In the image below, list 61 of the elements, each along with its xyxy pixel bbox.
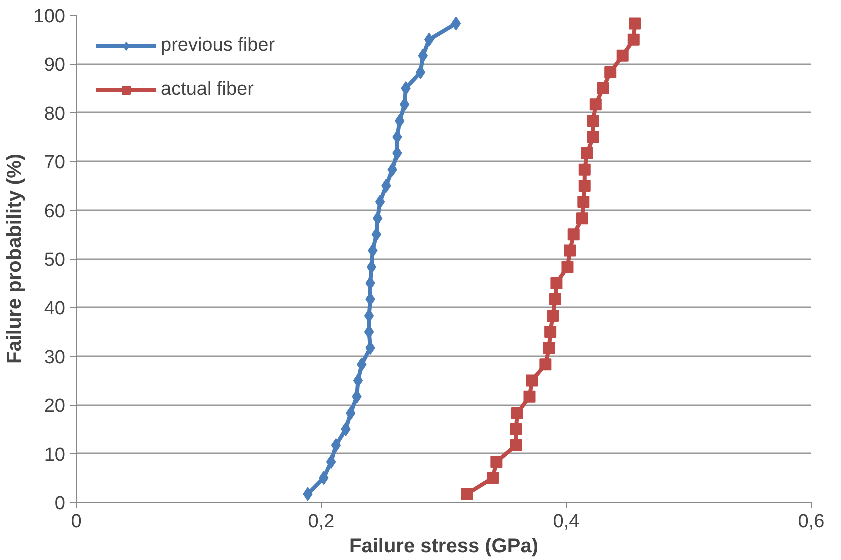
point: [326, 455, 336, 470]
point: [547, 310, 560, 322]
x-tick-label: 0: [71, 512, 82, 532]
point: [578, 196, 590, 208]
point: [364, 325, 374, 340]
y-tick-label: 40: [44, 298, 66, 320]
y-tick-label: 70: [44, 152, 66, 174]
point: [512, 407, 524, 420]
y-tick-label: 80: [44, 104, 66, 125]
x-tick-label: 0,6: [798, 512, 825, 532]
y-axis-title: Failure probability (%): [4, 154, 26, 364]
y-tick-label: 100: [34, 6, 66, 28]
point: [616, 50, 629, 62]
point: [564, 244, 576, 257]
x-tick-label: 0,4: [553, 512, 580, 532]
x-axis-title: Failure stress (GPa): [350, 536, 538, 558]
point: [628, 34, 640, 46]
legend-label: previous fiber: [161, 35, 276, 57]
y-tick-label: 30: [44, 347, 66, 368]
point: [461, 488, 474, 500]
point: [366, 260, 377, 274]
point: [544, 326, 557, 338]
point: [597, 82, 610, 95]
point: [578, 164, 591, 176]
point: [578, 180, 591, 192]
point: [490, 456, 503, 468]
point: [400, 98, 410, 112]
point: [590, 98, 602, 111]
point: [375, 195, 386, 210]
point: [568, 228, 580, 241]
point: [416, 65, 426, 80]
point: [550, 277, 563, 290]
point: [543, 342, 556, 354]
point: [604, 66, 617, 78]
point: [510, 440, 522, 452]
point: [510, 423, 522, 436]
point: [629, 18, 642, 30]
point: [364, 308, 374, 323]
y-tick-label: 50: [44, 250, 66, 271]
point: [526, 374, 538, 387]
legend-label: actual fiber: [161, 79, 254, 101]
point: [418, 48, 428, 63]
y-tick-label: 0: [54, 494, 66, 514]
point: [540, 358, 552, 371]
y-tick-label: 60: [44, 201, 66, 222]
point: [549, 293, 562, 306]
point: [562, 261, 574, 274]
point: [451, 16, 462, 31]
point: [353, 374, 364, 388]
y-tick-label: 90: [44, 55, 66, 76]
point: [424, 32, 434, 47]
point: [524, 390, 536, 403]
point: [587, 131, 600, 144]
point: [576, 212, 588, 225]
y-tick-label: 20: [44, 396, 66, 418]
y-tick-label: 10: [44, 444, 66, 466]
point: [331, 438, 342, 453]
x-tick-label: 0,2: [308, 512, 335, 532]
point: [581, 147, 594, 160]
point: [487, 472, 499, 484]
point: [587, 115, 600, 128]
